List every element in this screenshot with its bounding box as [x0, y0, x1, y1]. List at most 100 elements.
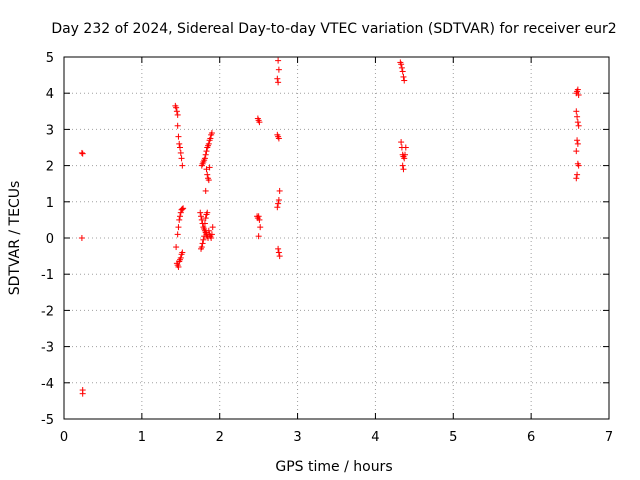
- x-tick-label: 3: [293, 430, 301, 445]
- data-point: [79, 150, 86, 157]
- data-point: [275, 200, 282, 207]
- data-point: [256, 216, 263, 223]
- data-point: [179, 249, 186, 256]
- data-point: [208, 235, 215, 241]
- data-point: [177, 209, 184, 216]
- y-tick-label: 2: [46, 160, 54, 175]
- y-tick-label: -5: [41, 413, 54, 428]
- data-point: [174, 122, 181, 129]
- data-point: [575, 92, 582, 99]
- x-tick-labels: 0 1 2 3 4 5 6 7: [60, 430, 613, 445]
- data-point: [574, 86, 581, 93]
- data-point: [200, 236, 207, 243]
- data-point: [176, 216, 183, 223]
- data-point: [202, 151, 209, 158]
- x-tick-label: 4: [371, 430, 379, 445]
- data-point: [202, 187, 209, 194]
- data-point: [205, 140, 212, 147]
- data-point: [201, 155, 208, 162]
- data-point: [275, 249, 282, 256]
- data-point: [275, 57, 282, 64]
- data-point: [274, 204, 281, 211]
- data-point: [198, 213, 205, 220]
- data-point: [574, 119, 581, 126]
- data-point: [177, 144, 184, 151]
- data-point: [400, 73, 407, 80]
- data-point: [575, 162, 582, 169]
- data-point: [575, 122, 582, 129]
- data-point: [198, 244, 205, 251]
- data-point: [205, 177, 212, 184]
- data-point: [257, 224, 264, 231]
- data-point: [574, 171, 581, 178]
- y-tick-label: -2: [41, 304, 54, 319]
- y-tick-label: 3: [46, 123, 54, 138]
- x-axis-label: GPS time / hours: [275, 459, 392, 475]
- x-tick-label: 7: [605, 430, 613, 445]
- y-tick-label: -3: [41, 341, 54, 356]
- data-point: [255, 213, 262, 220]
- y-tick-label: 5: [46, 51, 54, 66]
- data-point: [201, 220, 208, 227]
- data-point: [202, 215, 209, 222]
- axis-ticks: [63, 56, 610, 420]
- chart-title: Day 232 of 2024, Sidereal Day-to-day VTE…: [51, 21, 616, 37]
- data-point: [178, 206, 185, 213]
- data-point: [79, 390, 86, 397]
- data-point: [275, 196, 282, 203]
- data-point: [175, 133, 182, 140]
- data-point: [401, 77, 408, 84]
- data-point: [275, 135, 282, 142]
- data-point: [574, 137, 581, 144]
- data-point: [204, 171, 211, 178]
- data-point: [399, 162, 406, 169]
- x-tick-label: 2: [216, 430, 224, 445]
- data-point: [175, 224, 182, 231]
- data-point: [201, 233, 208, 240]
- grid-lines: [64, 57, 609, 419]
- x-tick-label: 1: [138, 430, 146, 445]
- data-point: [204, 209, 211, 216]
- data-point: [78, 235, 85, 241]
- data-point: [402, 144, 409, 151]
- data-point: [398, 64, 405, 71]
- data-point: [275, 66, 282, 73]
- data-point: [198, 216, 205, 223]
- data-point: [203, 148, 210, 155]
- data-point: [179, 162, 186, 169]
- data-point: [177, 213, 184, 220]
- data-point: [173, 244, 180, 251]
- data-point: [574, 113, 581, 120]
- y-tick-label: -1: [41, 268, 54, 283]
- data-point: [574, 140, 581, 147]
- data-point: [178, 155, 185, 162]
- data-point: [207, 135, 214, 142]
- data-point: [173, 104, 180, 111]
- data-point: [208, 231, 215, 238]
- data-point: [208, 130, 215, 137]
- data-point: [276, 253, 283, 260]
- data-point: [255, 233, 262, 240]
- y-tick-label: -4: [41, 377, 54, 392]
- data-point: [275, 79, 282, 86]
- y-tick-label: 1: [46, 196, 54, 211]
- data-point: [398, 139, 405, 146]
- y-tick-label: 0: [46, 232, 54, 247]
- data-point: [180, 205, 187, 212]
- data-point: [78, 149, 85, 156]
- data-points: [78, 57, 582, 397]
- data-point: [274, 75, 281, 82]
- y-tick-label: 4: [46, 87, 54, 102]
- data-point: [573, 108, 580, 115]
- data-point: [179, 206, 186, 213]
- data-point: [176, 140, 183, 147]
- data-point: [573, 148, 580, 155]
- data-point: [177, 254, 184, 261]
- data-point: [402, 151, 409, 158]
- data-point: [174, 111, 181, 118]
- data-point: [203, 166, 210, 173]
- x-tick-label: 6: [527, 430, 535, 445]
- data-point: [275, 245, 282, 252]
- data-point: [206, 164, 213, 171]
